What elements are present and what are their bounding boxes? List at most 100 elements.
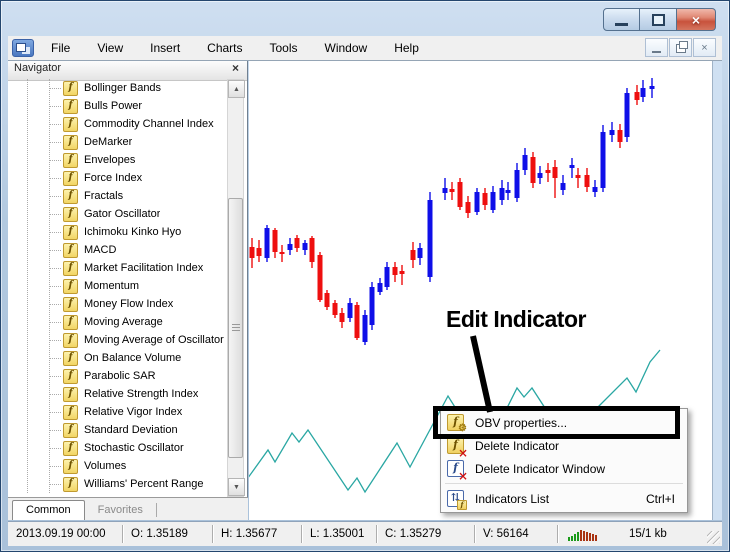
indicator-function-icon: f: [63, 206, 78, 222]
menu-charts[interactable]: Charts: [207, 41, 243, 55]
window-maximize-button[interactable]: [640, 8, 677, 31]
menu-separator: [445, 483, 683, 484]
menu-help[interactable]: Help: [394, 41, 419, 55]
status-field: 2013.09.19 00:00: [8, 525, 123, 543]
context-menu-item-delete-indicator-window[interactable]: f × Delete Indicator Window: [441, 457, 687, 482]
f-window-delete-icon: f ×: [447, 460, 468, 482]
chart-close-button[interactable]: ×: [693, 38, 716, 57]
navigator-item-momentum[interactable]: f Momentum: [49, 277, 226, 295]
chart-minimize-button[interactable]: [645, 38, 668, 57]
navigator-panel: Navigator × f Bollinger Bands f Bulls Power…: [8, 60, 248, 520]
signal-bar: [589, 533, 591, 541]
menu-tools[interactable]: Tools: [269, 41, 298, 55]
shortcut-label: Ctrl+I: [645, 491, 675, 506]
navigator-item-label: MACD: [84, 244, 117, 256]
window-controls: ×: [603, 8, 716, 31]
navigator-item-relative-strength-index[interactable]: f Relative Strength Index: [49, 385, 226, 403]
context-menu-item-delete-indicator[interactable]: f × Delete Indicator: [441, 434, 687, 460]
scroll-up-icon[interactable]: ▲: [228, 80, 245, 98]
navigator-item-stochastic-oscillator[interactable]: f Stochastic Oscillator: [49, 439, 226, 457]
navigator-title: Navigator: [14, 62, 62, 74]
navigator-item-bollinger-bands[interactable]: f Bollinger Bands: [49, 79, 226, 97]
signal-bar: [571, 536, 573, 541]
menu-window[interactable]: Window: [324, 41, 368, 55]
navigator-item-relative-vigor-index[interactable]: f Relative Vigor Index: [49, 403, 226, 421]
signal-bar: [568, 537, 570, 541]
navigator-item-label: Envelopes: [84, 154, 136, 166]
navigator-item-demarker[interactable]: f DeMarker: [49, 133, 226, 151]
navigator-item-moving-average-of-oscillator[interactable]: f Moving Average of Oscillator: [49, 331, 226, 349]
menu-view[interactable]: View: [97, 41, 124, 55]
navigator-item-label: Relative Strength Index: [84, 388, 199, 400]
navigator-item-moving-average[interactable]: f Moving Average: [49, 313, 226, 331]
indicator-function-icon: f: [63, 98, 78, 114]
window-close-button[interactable]: ×: [677, 8, 716, 31]
indicator-function-icon: f: [63, 458, 78, 474]
mdi-window-controls: ×: [645, 38, 716, 57]
signal-bar: [595, 535, 597, 541]
navigator-item-label: On Balance Volume: [84, 352, 182, 364]
navigator-item-macd[interactable]: f MACD: [49, 241, 226, 259]
navigator-item-label: Parabolic SAR: [84, 370, 156, 382]
window-frame-strip: [712, 60, 722, 520]
mini-f-icon: f: [457, 500, 467, 510]
context-menu-item-label: Delete Indicator: [475, 438, 560, 453]
close-icon: ×: [691, 11, 701, 28]
navigator-item-money-flow-index[interactable]: f Money Flow Index: [49, 295, 226, 313]
window-minimize-button[interactable]: [603, 8, 640, 31]
navigator-item-label: Stochastic Oscillator: [84, 442, 184, 454]
connection-bars-icon: [568, 527, 597, 541]
scrollbar-thumb[interactable]: [228, 198, 243, 458]
status-field: O: 1.35189: [123, 525, 213, 543]
navigator-item-label: Market Facilitation Index: [84, 262, 204, 274]
navigator-close-icon[interactable]: ×: [231, 61, 239, 75]
navigator-item-on-balance-volume[interactable]: f On Balance Volume: [49, 349, 226, 367]
navigator-item-label: Standard Deviation: [84, 424, 178, 436]
navigator-item-bulls-power[interactable]: f Bulls Power: [49, 97, 226, 115]
signal-bar: [577, 532, 579, 541]
navigator-item-force-index[interactable]: f Force Index: [49, 169, 226, 187]
tab-favorites[interactable]: Favorites: [97, 504, 143, 516]
status-field: H: 1.35677: [213, 525, 302, 543]
indicator-function-icon: f: [63, 422, 78, 438]
menu-file[interactable]: File: [51, 41, 71, 55]
navigator-item-envelopes[interactable]: f Envelopes: [49, 151, 226, 169]
chart-restore-button[interactable]: [669, 38, 692, 57]
navigator-item-label: Bulls Power: [84, 100, 143, 112]
indicator-function-icon: f: [63, 440, 78, 456]
navigator-item-label: DeMarker: [84, 136, 133, 148]
menu-insert[interactable]: Insert: [150, 41, 181, 55]
navigator-item-label: Moving Average of Oscillator: [84, 334, 224, 346]
navigator-item-commodity-channel-index[interactable]: f Commodity Channel Index: [49, 115, 226, 133]
navigator-item-label: Bollinger Bands: [84, 82, 162, 94]
indicator-function-icon: f: [63, 404, 78, 420]
navigator-item-standard-deviation[interactable]: f Standard Deviation: [49, 421, 226, 439]
navigator-item-label: Momentum: [84, 280, 140, 292]
indicator-function-icon: f: [63, 80, 78, 96]
indicator-function-icon: f: [63, 152, 78, 168]
indicator-function-icon: f: [63, 188, 78, 204]
tab-common[interactable]: Common: [12, 500, 85, 520]
resize-grip[interactable]: [707, 531, 720, 544]
navigator-item-fractals[interactable]: f Fractals: [49, 187, 226, 205]
navigator-item-volumes[interactable]: f Volumes: [49, 457, 226, 475]
navigator-item-gator-oscillator[interactable]: f Gator Oscillator: [49, 205, 226, 223]
navigator-item-parabolic-sar[interactable]: f Parabolic SAR: [49, 367, 226, 385]
context-menu-item-indicators-list[interactable]: ⇅ f Indicators List Ctrl+I: [441, 487, 687, 510]
navigator-item-market-facilitation-index[interactable]: f Market Facilitation Index: [49, 259, 226, 277]
context-menu-item-obv-properties-[interactable]: f ⚙ OBV properties...: [441, 411, 687, 434]
menu-bar: File View Insert Charts Tools Window Help ×: [8, 36, 722, 61]
delete-x-icon: ×: [457, 446, 468, 460]
navigator-item-williams-percent-range[interactable]: f Williams' Percent Range: [49, 475, 226, 493]
navigator-scrollbar[interactable]: ▲ ▼: [227, 79, 245, 497]
context-menu-item-label: Delete Indicator Window: [475, 461, 606, 476]
status-field: C: 1.35279: [377, 525, 475, 543]
indicator-function-icon: f: [63, 278, 78, 294]
close-icon: ×: [701, 41, 708, 54]
signal-bar: [583, 531, 585, 541]
indicator-function-icon: f: [63, 242, 78, 258]
navigator-item-label: Volumes: [84, 460, 127, 472]
navigator-item-ichimoku-kinko-hyo[interactable]: f Ichimoku Kinko Hyo: [49, 223, 226, 241]
restore-icon: [675, 41, 688, 53]
scroll-down-icon[interactable]: ▼: [228, 478, 245, 496]
